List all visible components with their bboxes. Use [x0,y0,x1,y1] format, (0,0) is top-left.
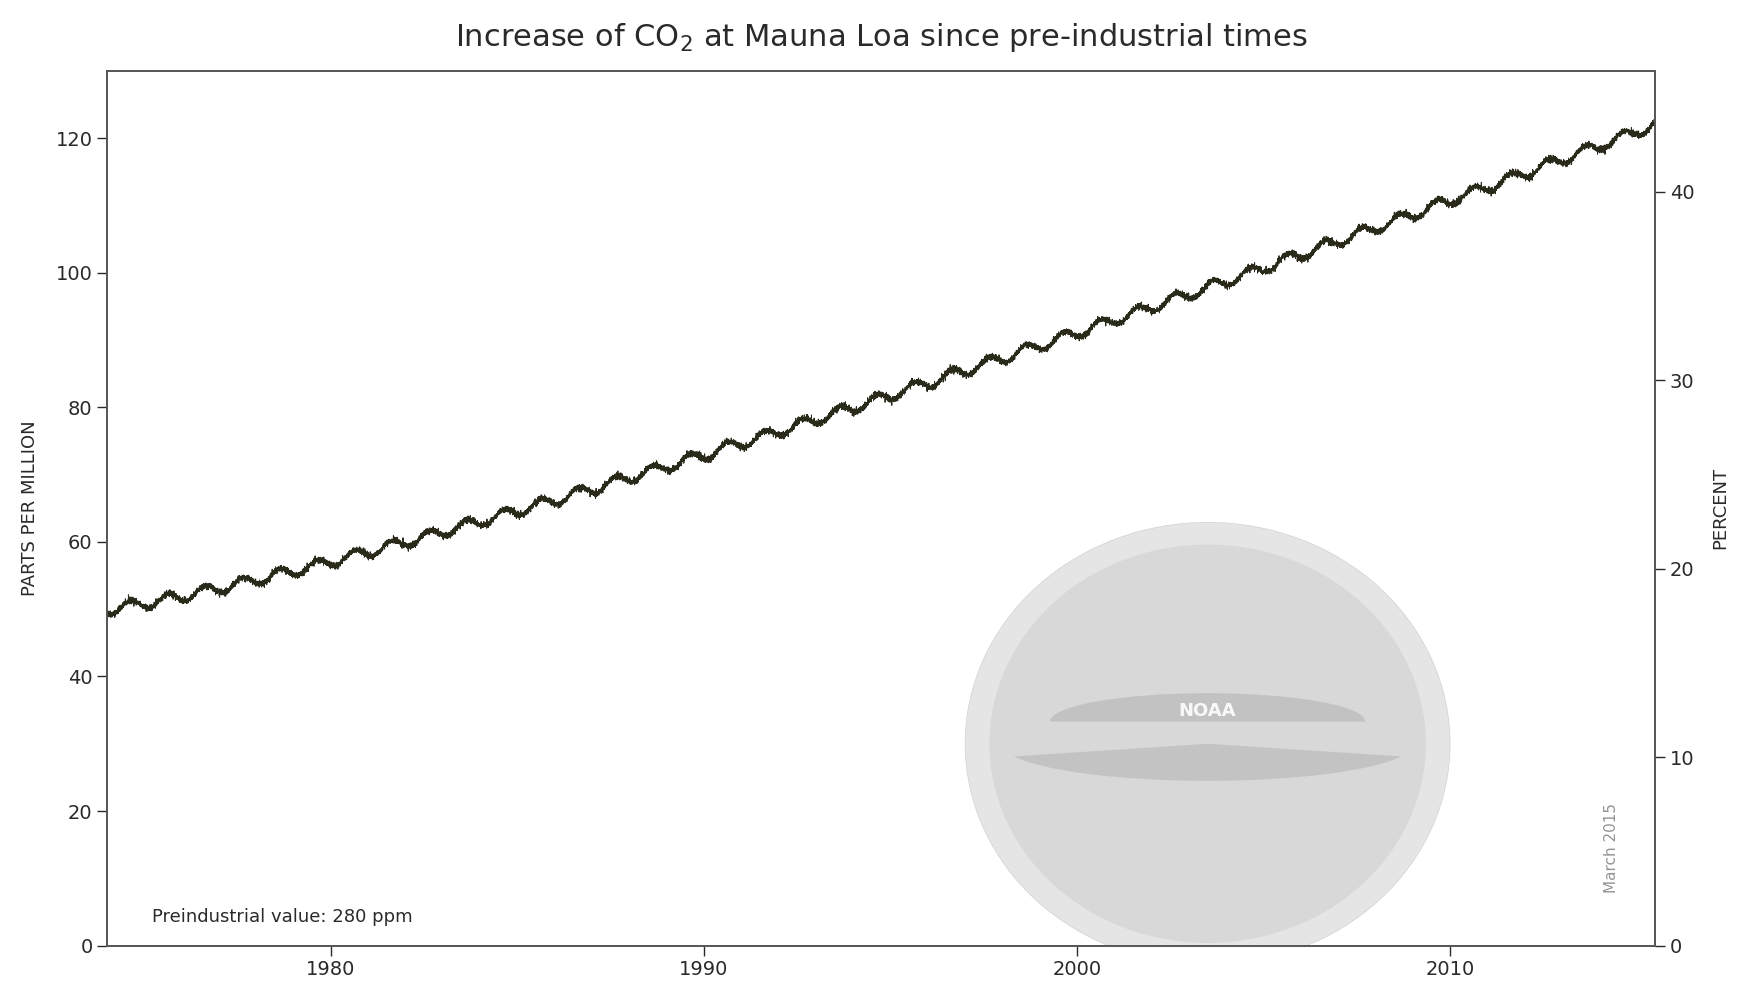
Text: NOAA: NOAA [1180,702,1235,720]
Title: Increase of CO$_2$ at Mauna Loa since pre-industrial times: Increase of CO$_2$ at Mauna Loa since pr… [455,21,1307,54]
Wedge shape [1050,693,1365,722]
Y-axis label: PARTS PER MILLION: PARTS PER MILLION [21,420,38,596]
Ellipse shape [989,545,1426,943]
Y-axis label: PERCENT: PERCENT [1712,467,1729,549]
Wedge shape [1013,744,1402,781]
Text: Preindustrial value: 280 ppm: Preindustrial value: 280 ppm [152,908,413,926]
Ellipse shape [966,522,1451,965]
Text: March 2015: March 2015 [1605,803,1619,893]
